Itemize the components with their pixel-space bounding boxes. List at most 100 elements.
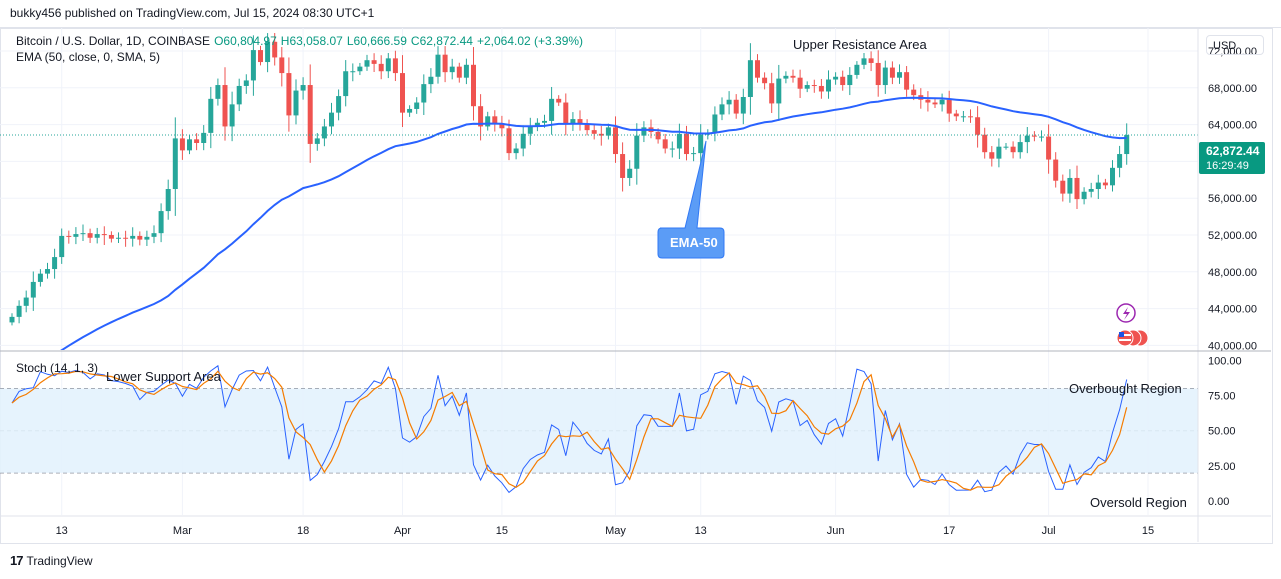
candle[interactable] <box>882 67 888 86</box>
candle[interactable] <box>1081 191 1087 200</box>
candle[interactable] <box>442 54 448 73</box>
candle[interactable] <box>435 54 441 77</box>
candle[interactable] <box>492 116 498 124</box>
candle[interactable] <box>94 234 100 238</box>
tradingview-brand[interactable]: 17 TradingView <box>10 553 93 568</box>
candle[interactable] <box>73 234 79 237</box>
candle[interactable] <box>108 235 114 239</box>
candle[interactable] <box>336 96 342 113</box>
candle[interactable] <box>733 99 739 114</box>
candle[interactable] <box>790 75 796 78</box>
candle[interactable] <box>1010 146 1016 153</box>
candle[interactable] <box>684 133 689 155</box>
candle[interactable] <box>87 233 93 238</box>
candle[interactable] <box>258 50 263 63</box>
candle[interactable] <box>726 99 732 105</box>
candle[interactable] <box>123 237 129 239</box>
candle[interactable] <box>996 146 1002 159</box>
candle[interactable] <box>385 58 391 72</box>
candle[interactable] <box>662 139 668 149</box>
candle[interactable] <box>1088 189 1094 192</box>
candle[interactable] <box>272 41 278 58</box>
ema-callout[interactable]: EMA-50 <box>657 140 725 259</box>
candle[interactable] <box>1110 167 1115 186</box>
legend-ema[interactable]: EMA (50, close, 0, SMA, 5) <box>16 50 160 64</box>
price-chart[interactable]: 72,000.0068,000.0064,000.0060,000.0056,0… <box>0 28 1271 542</box>
candle[interactable] <box>407 108 413 113</box>
candle[interactable] <box>350 71 356 73</box>
candle[interactable] <box>861 58 867 65</box>
candle[interactable] <box>428 76 434 85</box>
candle[interactable] <box>1031 135 1037 137</box>
candle[interactable] <box>364 60 370 67</box>
legend-symbol[interactable]: Bitcoin / U.S. Dollar, 1D, COINBASE O60,8… <box>16 34 583 48</box>
candle[interactable] <box>889 67 895 78</box>
candle[interactable] <box>698 134 704 154</box>
candle[interactable] <box>584 123 590 131</box>
candle[interactable] <box>840 76 846 86</box>
candle[interactable] <box>1046 136 1052 160</box>
candle[interactable] <box>534 122 540 127</box>
candle[interactable] <box>875 62 881 86</box>
candle[interactable] <box>471 64 476 107</box>
candle[interactable] <box>329 112 334 127</box>
candle[interactable] <box>1074 177 1080 200</box>
candle[interactable] <box>52 257 58 270</box>
candle[interactable] <box>392 58 398 74</box>
candle[interactable] <box>222 85 228 127</box>
candle[interactable] <box>59 235 65 258</box>
candle[interactable] <box>627 168 633 178</box>
candle[interactable] <box>712 114 718 133</box>
candle[interactable] <box>556 98 562 103</box>
candle[interactable] <box>80 233 86 235</box>
candle[interactable] <box>932 102 938 105</box>
candle[interactable] <box>229 104 235 127</box>
candle[interactable] <box>101 234 107 236</box>
candle[interactable] <box>243 80 249 86</box>
candle[interactable] <box>265 41 271 63</box>
candle[interactable] <box>620 154 626 178</box>
candle[interactable] <box>946 99 952 114</box>
candle[interactable] <box>939 99 945 105</box>
candle[interactable] <box>975 117 981 135</box>
candle[interactable] <box>740 97 746 114</box>
candle[interactable] <box>321 126 327 139</box>
candle[interactable] <box>23 297 29 306</box>
candle[interactable] <box>449 66 455 73</box>
candle[interactable] <box>598 133 604 136</box>
candle[interactable] <box>116 237 121 239</box>
candle[interactable] <box>45 269 50 274</box>
candle[interactable] <box>414 102 420 109</box>
candle[interactable] <box>719 104 725 115</box>
candle[interactable] <box>1067 177 1073 194</box>
candle[interactable] <box>201 132 207 143</box>
candle[interactable] <box>499 123 505 129</box>
candle[interactable] <box>1017 142 1023 153</box>
candle[interactable] <box>130 235 136 239</box>
candle[interactable] <box>421 84 427 103</box>
candle[interactable] <box>1124 134 1130 155</box>
candle[interactable] <box>676 133 682 149</box>
candle[interactable] <box>293 90 299 116</box>
candle[interactable] <box>371 60 377 64</box>
candle[interactable] <box>897 72 902 78</box>
candle[interactable] <box>904 72 910 90</box>
candle[interactable] <box>826 79 831 92</box>
candle[interactable] <box>66 235 72 237</box>
candle[interactable] <box>506 128 512 154</box>
candle[interactable] <box>960 116 966 118</box>
candle[interactable] <box>1102 182 1108 186</box>
candle[interactable] <box>279 57 285 74</box>
candle[interactable] <box>925 99 931 103</box>
candle[interactable] <box>542 120 547 123</box>
candle[interactable] <box>669 148 675 150</box>
candle[interactable] <box>641 127 647 136</box>
candle[interactable] <box>811 85 817 87</box>
candle[interactable] <box>527 126 533 134</box>
candle[interactable] <box>953 113 959 117</box>
candle[interactable] <box>400 73 405 113</box>
candle[interactable] <box>520 133 526 149</box>
candle[interactable] <box>179 138 185 151</box>
candle[interactable] <box>1024 135 1030 143</box>
candle[interactable] <box>37 273 43 282</box>
